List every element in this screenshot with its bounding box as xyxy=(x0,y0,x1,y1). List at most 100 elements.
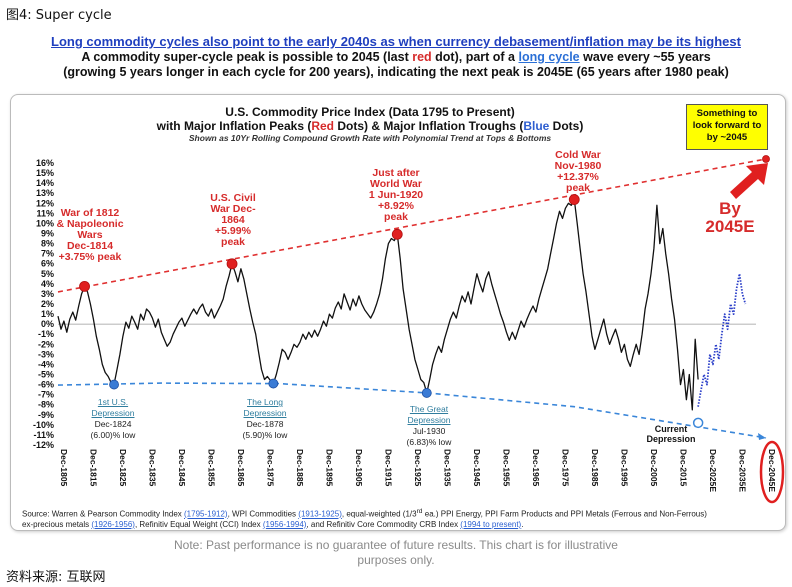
x-tick-label: Dec-1915 xyxy=(384,449,394,487)
x-tick-label: Dec-2025E xyxy=(708,449,718,492)
headline-line3: (growing 5 years longer in each cycle fo… xyxy=(63,65,729,79)
source-text: . xyxy=(521,519,524,529)
headline-line2-b: dot), part of a xyxy=(431,50,519,64)
y-tick-label: 9% xyxy=(41,229,54,239)
chart-panel xyxy=(10,94,786,531)
x-tick-label: Dec-1815 xyxy=(89,449,99,487)
trough-dot xyxy=(109,379,119,390)
y-tick-label: -5% xyxy=(38,370,54,380)
trough-trend-arrowhead xyxy=(758,432,766,440)
source-footer: 资料来源: 互联网 xyxy=(6,570,106,585)
x-tick-label: Dec-1855 xyxy=(207,449,217,487)
source-link[interactable]: (1913-1925) xyxy=(298,509,342,519)
chart-subtitle: Shown as 10Yr Rolling Compound Growth Ra… xyxy=(188,133,552,143)
x-tick-label: Dec-2035E xyxy=(738,449,748,492)
y-tick-label: -3% xyxy=(38,349,54,359)
x-tick-label: Dec-1935 xyxy=(443,449,453,487)
peak-annotation: War of 1812 & Napoleonic Wars Dec-1814 +3.75… xyxy=(56,207,124,263)
headline-line1[interactable]: Long commodity cycles also point to the … xyxy=(51,34,741,49)
peak-dot xyxy=(391,228,403,240)
source-text: , equal-weighted (1/3 xyxy=(341,509,417,519)
current-depression-label: Current Depression xyxy=(646,424,696,444)
x-tick-label: Dec-1865 xyxy=(236,449,246,487)
peak-dot xyxy=(568,194,580,205)
source-note: Source: Warren & Pearson Commodity Index… xyxy=(22,507,782,530)
chart-title-part: Dots) xyxy=(549,119,584,133)
y-tick-label: -10% xyxy=(33,420,54,430)
x-tick-label: Dec-1925 xyxy=(413,449,423,487)
trough-dot xyxy=(692,417,704,429)
x-tick-label: Dec-1895 xyxy=(325,449,335,487)
y-tick-label: -1% xyxy=(38,329,54,339)
headline-red-word: red xyxy=(412,50,432,64)
headline-line2-a: A commodity super-cycle peak is possible… xyxy=(81,50,413,64)
y-tick-label: -8% xyxy=(38,400,54,410)
peak-dot xyxy=(226,258,238,270)
y-tick-label: 4% xyxy=(41,279,54,289)
trough-link[interactable]: The Long Depression xyxy=(243,397,287,418)
y-tick-label: -12% xyxy=(33,440,54,450)
y-tick-label: 11% xyxy=(36,208,54,218)
headline-line2: A commodity super-cycle peak is possible… xyxy=(0,50,792,64)
y-tick-label: 15% xyxy=(36,168,54,178)
chart-title-part: with Major Inflation Peaks ( xyxy=(156,119,312,133)
y-tick-label: 8% xyxy=(41,239,54,249)
x-tick-label: Dec-1845 xyxy=(177,449,187,487)
trough-trend-line xyxy=(57,382,767,439)
source-link[interactable]: (1956-1994) xyxy=(262,519,307,529)
y-tick-label: 2% xyxy=(41,299,54,309)
peak-annotation: Cold War Nov-1980 +12.37% peak xyxy=(554,149,602,194)
chart-title-part: Dots) & Major Inflation Troughs ( xyxy=(334,119,524,133)
x-tick-label: Dec-1885 xyxy=(295,449,305,487)
y-tick-label: 12% xyxy=(36,198,54,208)
x-tick-label: Dec-1825 xyxy=(118,449,128,487)
y-tick-label: 0% xyxy=(41,319,54,329)
x-tick-label: Dec-1805 xyxy=(59,449,69,487)
source-text: Source: Warren & Pearson Commodity Index xyxy=(22,509,184,519)
source-text: ex-precious metals xyxy=(22,519,92,529)
long-cycle-link[interactable]: long cycle xyxy=(518,50,580,64)
y-tick-label: -11% xyxy=(33,430,54,440)
commodity-index-line xyxy=(57,198,699,411)
x-tick-label: Dec-1835 xyxy=(148,449,158,487)
source-text: , WPI Commodities xyxy=(227,509,299,519)
source-link[interactable]: (1994 to present) xyxy=(460,519,522,529)
chart-title-red-word: Red xyxy=(311,119,334,133)
x-tick-label: Dec-1965 xyxy=(531,449,541,487)
x-tick-label: Dec-1875 xyxy=(266,449,276,487)
peak-annotation: U.S. Civil War Dec- 1864 +5.99% peak xyxy=(210,192,256,248)
y-tick-label: 1% xyxy=(41,309,54,319)
y-tick-label: 7% xyxy=(41,249,54,259)
y-tick-label: 10% xyxy=(36,218,54,228)
highlight-2045e-circle xyxy=(759,440,785,504)
source-link[interactable]: (1926-1956) xyxy=(91,519,135,529)
projection-dotted-line xyxy=(697,272,747,407)
trough-link[interactable]: 1st U.S. Depression xyxy=(91,397,135,418)
chart-title: U.S. Commodity Price Index (Data 1795 to… xyxy=(225,105,515,119)
arrow-to-2045 xyxy=(730,163,768,199)
y-tick-label: 3% xyxy=(41,289,54,299)
x-tick-label: Dec-1945 xyxy=(472,449,482,487)
source-superscript: rd xyxy=(416,508,423,515)
trough-annotation: Jul-1930 (6.83)% low xyxy=(406,426,452,447)
y-tick-label: 14% xyxy=(36,178,54,188)
y-tick-label: 6% xyxy=(41,259,54,269)
source-text: ea.) PPI Energy, PPI Farm Products and P… xyxy=(422,509,707,519)
y-tick-label: 5% xyxy=(41,269,54,279)
headline-line2-c: wave every ~55 years xyxy=(579,50,711,64)
callout-box: Something to look forward to by ~2045 xyxy=(686,104,768,150)
by-2045-label: By 2045E xyxy=(705,199,755,236)
source-text: , and Refinitiv Core Commodity CRB Index xyxy=(306,519,461,529)
trough-dot xyxy=(421,388,432,398)
x-tick-label: Dec-2015 xyxy=(679,449,689,487)
y-tick-label: -6% xyxy=(38,380,54,390)
source-link[interactable]: (1795-1912) xyxy=(184,509,228,519)
trough-annotation: Dec-1878 (5.90)% low xyxy=(242,419,288,440)
peak-dot xyxy=(79,280,90,292)
y-tick-label: -7% xyxy=(38,390,54,400)
trough-link[interactable]: The Great Depression xyxy=(407,404,451,425)
peak-trend-line xyxy=(57,158,767,293)
trough-dot xyxy=(268,378,279,389)
y-tick-label: -2% xyxy=(38,339,54,349)
